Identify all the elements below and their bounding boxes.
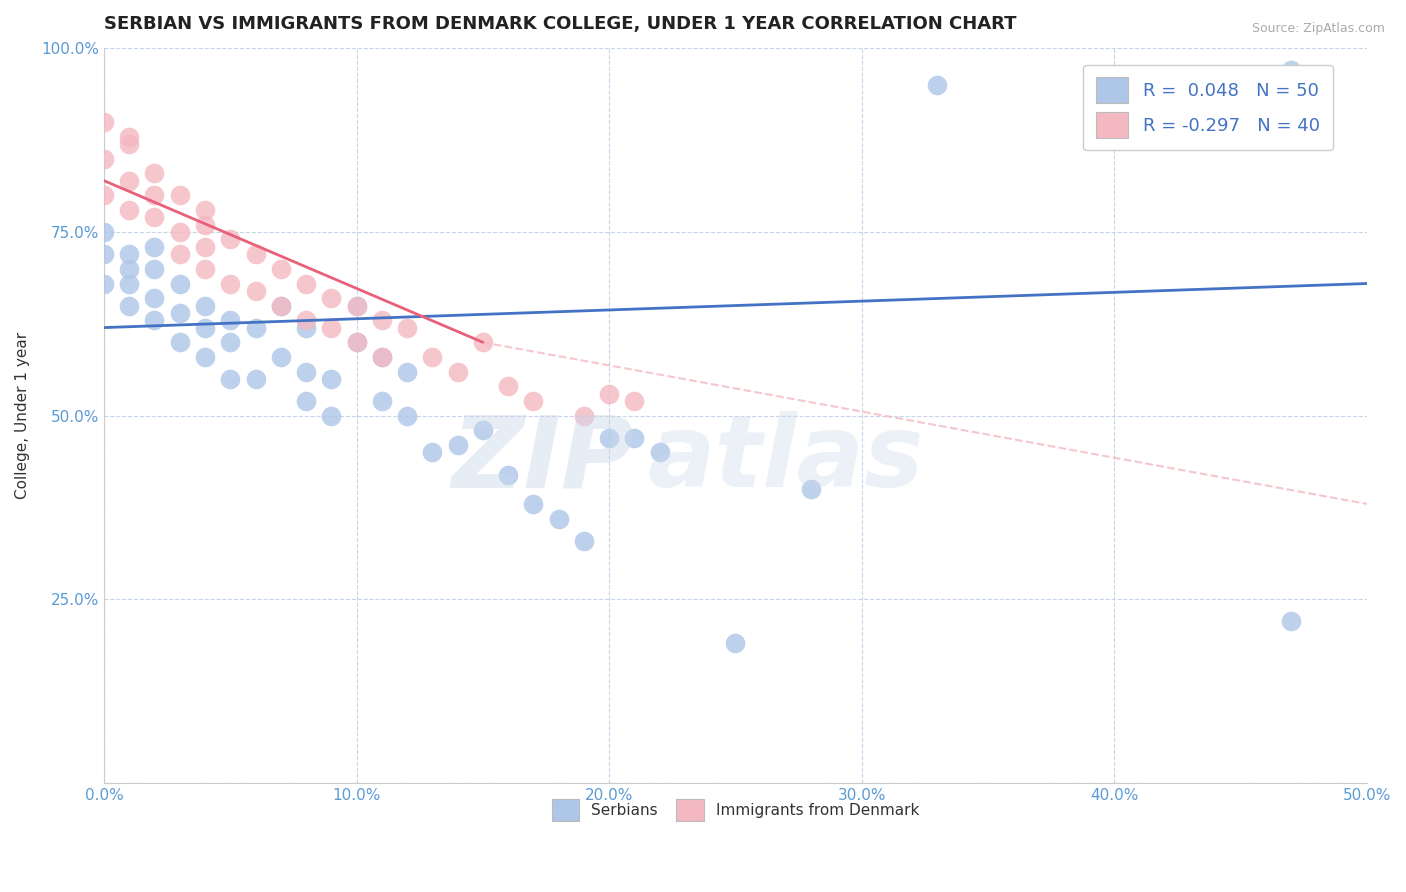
Point: [219, 313, 242, 327]
Point: [270, 350, 292, 364]
Text: atlas: atlas: [647, 411, 924, 508]
Point: [169, 277, 191, 291]
Y-axis label: College, Under 1 year: College, Under 1 year: [15, 332, 30, 500]
Point: [371, 350, 394, 364]
Point: [219, 277, 242, 291]
Point: [321, 372, 343, 386]
Point: [118, 261, 141, 276]
Point: [219, 372, 242, 386]
Point: [346, 335, 368, 350]
Point: [143, 188, 166, 202]
Point: [194, 320, 217, 334]
Point: [295, 394, 318, 409]
Point: [496, 467, 519, 482]
Text: SERBIAN VS IMMIGRANTS FROM DENMARK COLLEGE, UNDER 1 YEAR CORRELATION CHART: SERBIAN VS IMMIGRANTS FROM DENMARK COLLE…: [104, 15, 1017, 33]
Point: [623, 431, 645, 445]
Point: [118, 202, 141, 217]
Point: [169, 335, 191, 350]
Point: [724, 636, 747, 650]
Point: [219, 335, 242, 350]
Point: [396, 365, 419, 379]
Point: [143, 291, 166, 305]
Point: [598, 386, 620, 401]
Point: [93, 188, 115, 202]
Point: [143, 211, 166, 225]
Point: [396, 409, 419, 423]
Point: [245, 372, 267, 386]
Point: [547, 511, 569, 525]
Point: [118, 129, 141, 144]
Point: [471, 335, 494, 350]
Point: [420, 445, 443, 459]
Point: [245, 320, 267, 334]
Point: [572, 533, 595, 548]
Point: [446, 438, 468, 452]
Point: [371, 350, 394, 364]
Point: [143, 166, 166, 180]
Point: [169, 247, 191, 261]
Point: [118, 174, 141, 188]
Point: [93, 247, 115, 261]
Point: [321, 291, 343, 305]
Point: [295, 313, 318, 327]
Point: [194, 240, 217, 254]
Point: [169, 225, 191, 239]
Point: [346, 299, 368, 313]
Point: [396, 320, 419, 334]
Point: [169, 306, 191, 320]
Point: [245, 284, 267, 298]
Point: [927, 78, 949, 92]
Point: [471, 424, 494, 438]
Point: [194, 218, 217, 232]
Point: [321, 320, 343, 334]
Point: [522, 497, 544, 511]
Point: [143, 313, 166, 327]
Point: [93, 115, 115, 129]
Point: [371, 313, 394, 327]
Point: [169, 188, 191, 202]
Text: Source: ZipAtlas.com: Source: ZipAtlas.com: [1251, 22, 1385, 36]
Text: ZIP: ZIP: [451, 411, 634, 508]
Point: [93, 277, 115, 291]
Point: [522, 394, 544, 409]
Point: [118, 136, 141, 151]
Point: [598, 431, 620, 445]
Point: [371, 394, 394, 409]
Point: [321, 409, 343, 423]
Point: [572, 409, 595, 423]
Point: [295, 365, 318, 379]
Point: [245, 247, 267, 261]
Point: [194, 350, 217, 364]
Point: [446, 365, 468, 379]
Point: [143, 261, 166, 276]
Point: [270, 299, 292, 313]
Point: [346, 335, 368, 350]
Point: [623, 394, 645, 409]
Point: [270, 261, 292, 276]
Point: [295, 277, 318, 291]
Point: [1279, 63, 1302, 78]
Point: [118, 299, 141, 313]
Point: [295, 320, 318, 334]
Point: [1279, 615, 1302, 629]
Point: [93, 152, 115, 166]
Point: [194, 202, 217, 217]
Point: [118, 247, 141, 261]
Point: [194, 261, 217, 276]
Point: [800, 482, 823, 496]
Point: [346, 299, 368, 313]
Point: [270, 299, 292, 313]
Point: [118, 277, 141, 291]
Point: [143, 240, 166, 254]
Legend: Serbians, Immigrants from Denmark: Serbians, Immigrants from Denmark: [546, 793, 925, 827]
Point: [93, 225, 115, 239]
Point: [219, 232, 242, 246]
Point: [496, 379, 519, 393]
Point: [194, 299, 217, 313]
Point: [420, 350, 443, 364]
Point: [648, 445, 671, 459]
